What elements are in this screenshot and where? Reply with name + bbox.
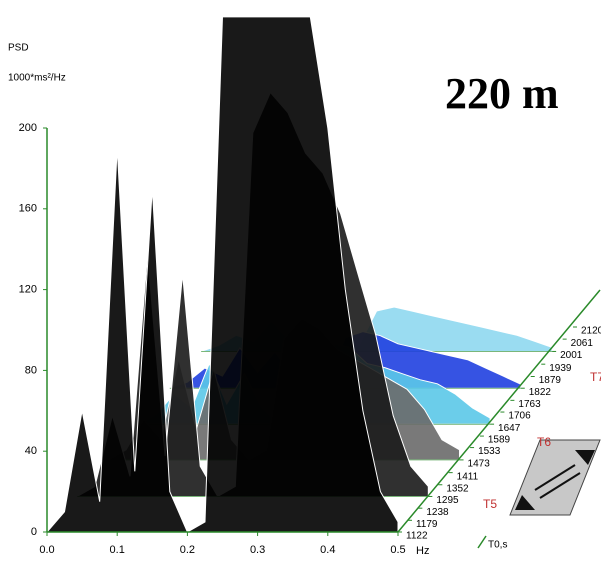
y-tick-label: 40 [25, 445, 37, 457]
z-annotation: T7 [590, 370, 601, 384]
z-tick-label: 1879 [539, 375, 562, 386]
x-axis-unit: Hz [416, 545, 429, 557]
orientation-icon [509, 439, 601, 516]
icon-arrow [539, 472, 581, 499]
x-tick-label: 0.4 [320, 544, 335, 556]
z-tick-label: 1295 [436, 495, 459, 506]
z-tick-label: 1179 [416, 519, 438, 530]
x-tick-label: 0.1 [110, 544, 125, 556]
z-tick-label: 1822 [529, 387, 552, 398]
y-tick-label: 0 [31, 526, 37, 538]
z-tick-label: 1589 [488, 435, 511, 446]
icon-marker [575, 450, 595, 465]
y-tick-label: 120 [19, 284, 37, 296]
z-tick-label: 1647 [498, 423, 521, 434]
y-axis-label: PSD [8, 43, 29, 54]
z-axis-label: T0,s [488, 540, 507, 551]
x-tick-label: 0.3 [250, 544, 265, 556]
plot-area [45, 16, 553, 533]
x-tick-label: 0.5 [390, 544, 405, 556]
z-annotation: T5 [483, 497, 497, 511]
x-tick-label: 0.0 [39, 544, 54, 556]
y-tick-label: 160 [19, 203, 37, 215]
z-tick-label: 1122 [406, 531, 428, 542]
y-tick-label: 200 [19, 122, 37, 134]
icon-marker [515, 495, 535, 510]
z-tick-label: 1473 [468, 459, 491, 470]
x-tick-label: 0.2 [180, 544, 195, 556]
z-tick-label: 2061 [571, 338, 594, 349]
z-axis-arrow [477, 535, 487, 549]
icon-arrow [534, 464, 576, 491]
z-annotation: T6 [537, 435, 551, 449]
z-tick-label: 1352 [446, 483, 469, 494]
y-axis-unit: 1000*ms²/Hz [8, 73, 66, 84]
z-tick-label: 1238 [426, 507, 449, 518]
chart-title: 220 m [445, 69, 559, 118]
z-tick-label: 1706 [508, 411, 531, 422]
z-tick-label: 1939 [549, 363, 572, 374]
z-tick-label: 1763 [518, 399, 541, 410]
y-tick-label: 80 [25, 364, 37, 376]
z-tick-label: 2120 [581, 326, 601, 337]
z-tick-label: 2001 [560, 350, 583, 361]
z-axis [397, 289, 601, 533]
spectrum-trace [45, 16, 399, 533]
z-tick-label: 1533 [478, 446, 501, 457]
z-tick-label: 1411 [457, 471, 479, 482]
